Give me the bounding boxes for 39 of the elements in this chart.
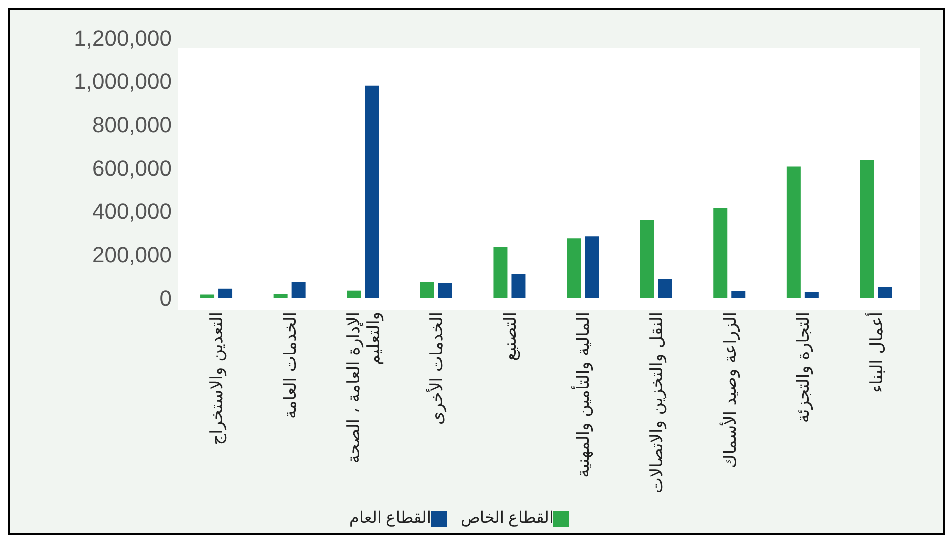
bar (860, 160, 874, 298)
bar (585, 236, 600, 298)
bar (732, 291, 746, 298)
x-tick-label: التعدين والاستخراج (208, 312, 228, 446)
bar (200, 294, 215, 298)
bar (786, 166, 801, 298)
y-tick-label: 800,000 (92, 112, 172, 138)
bar (878, 287, 892, 298)
bar (420, 282, 434, 298)
y-tick-label: 200,000 (92, 242, 172, 268)
x-tick-label: النقل والتخزين والاتصالات (647, 312, 668, 494)
bar (494, 247, 508, 298)
legend-label: القطاع العام (350, 510, 431, 527)
bar (347, 290, 362, 298)
y-tick-label: 400,000 (92, 199, 172, 224)
bar (567, 238, 582, 298)
x-tick-label: الزراعة وصيد الأسماك (718, 312, 741, 469)
x-tick-label: التصنيع (500, 312, 521, 362)
bar (512, 274, 526, 298)
y-tick-label: 0 (160, 286, 172, 311)
x-tick-label: التجارة والتجزئة (794, 312, 814, 424)
x-tick-label: الخدمات الأخرى (426, 312, 448, 426)
x-tick-label: الإدارة العامة ، الصحة والتعليم (344, 312, 384, 464)
bar (274, 294, 288, 298)
bar (658, 279, 672, 298)
bar (438, 283, 452, 298)
x-tick-label: الخدمات العامة (280, 312, 301, 419)
bar (218, 288, 233, 298)
bar (365, 86, 380, 298)
y-tick-label: 1,200,000 (74, 26, 172, 51)
bar (714, 208, 728, 298)
legend-label: القطاع الخاص (461, 510, 554, 527)
bar (804, 292, 819, 298)
y-tick-label: 600,000 (92, 156, 172, 181)
bar (640, 220, 654, 298)
bar (292, 282, 306, 298)
y-tick-label: 1,000,000 (74, 69, 172, 94)
x-tick-label: المالية والتأمين والمهنية (571, 312, 594, 478)
x-tick-label: أعمال البناء (865, 312, 888, 393)
